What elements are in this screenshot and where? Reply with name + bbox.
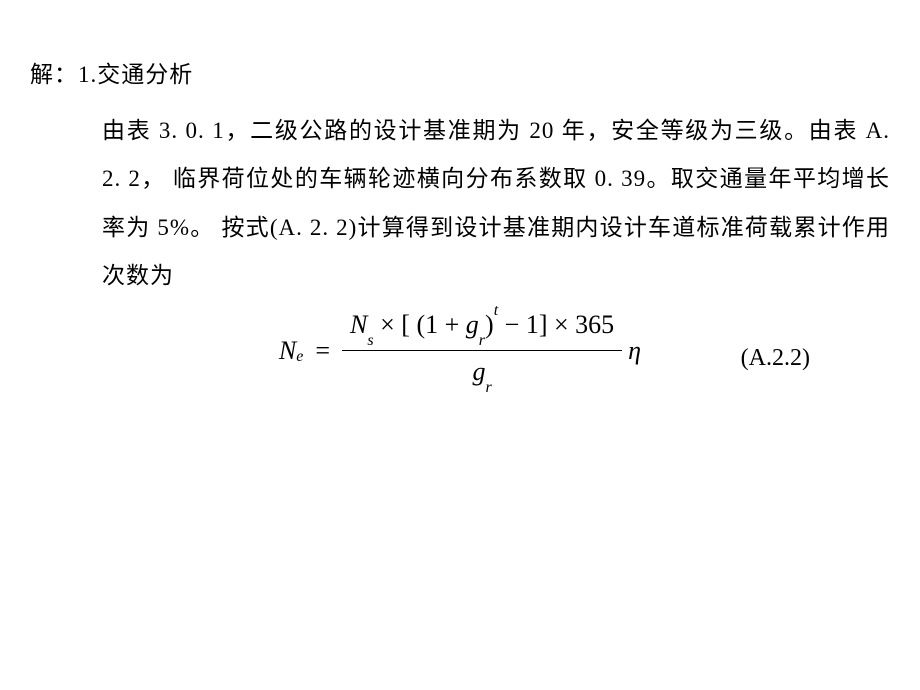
section-title: 交通分析 (97, 62, 193, 87)
equation-number: (A.2.2) (741, 345, 810, 372)
one-2: 1 (526, 310, 539, 339)
fraction: Ns × [ (1 + gr)t − 1] × 365 gr (342, 310, 622, 391)
rparen: ) (485, 310, 494, 339)
const-365: 365 (575, 310, 614, 339)
den-g: g (472, 357, 485, 386)
section-number: 1. (78, 62, 97, 87)
var-N: N (279, 336, 296, 366)
lbracket: [ (401, 310, 410, 339)
den-g-sub: r (485, 379, 491, 396)
times-1: × (380, 310, 395, 339)
one: 1 (425, 310, 438, 339)
plus: + (445, 310, 460, 339)
formula: Ne = Ns × [ (1 + gr)t − 1] × 365 gr η (279, 310, 641, 391)
paragraph-line-3: 按式(A. 2. 2)计算得到设计基准期内设计车道标准荷载累计作用次数为 (102, 215, 890, 288)
paragraph-body: 由表 3. 0. 1，二级公路的设计基准期为 20 年，安全等级为三级。由表 A… (30, 107, 890, 300)
num-N-sub: s (367, 332, 373, 349)
numerator: Ns × [ (1 + gr)t − 1] × 365 (342, 310, 622, 351)
eta: η (628, 336, 641, 366)
minus: − (505, 310, 520, 339)
times-2: × (554, 310, 569, 339)
rbracket: ] (539, 310, 548, 339)
formula-lhs: Ne (279, 336, 303, 366)
lparen: ( (416, 310, 425, 339)
denominator: gr (464, 351, 499, 391)
sub-e: e (296, 348, 303, 366)
num-N: N (350, 310, 367, 339)
g-sub: r (479, 332, 485, 349)
exp-t: t (494, 302, 498, 319)
g: g (466, 310, 479, 339)
section-heading: 解：1.交通分析 (30, 55, 890, 89)
prefix-text: 解： (30, 62, 78, 87)
equals-sign: = (315, 336, 330, 366)
